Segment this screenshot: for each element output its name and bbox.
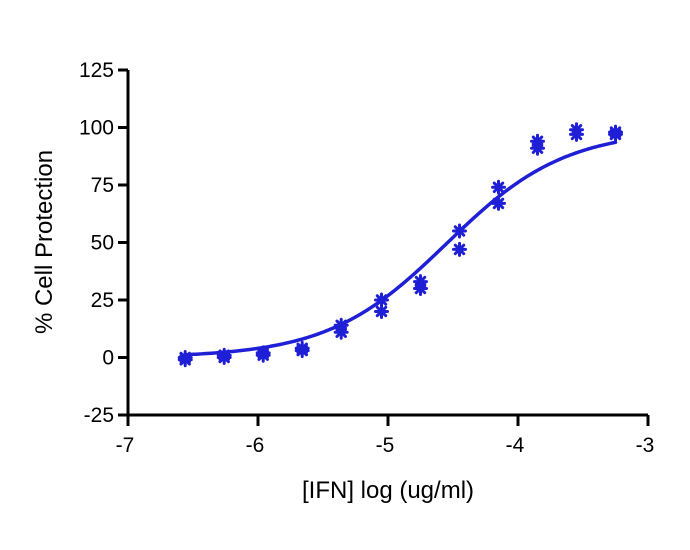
x-tick-label: -5 [376,434,395,457]
x-tick-label: -6 [246,434,265,457]
data-point [491,179,506,195]
data-point [216,347,232,363]
data-point-stroke [414,275,427,288]
data-point-stroke [375,305,388,318]
data-point [177,350,193,365]
data-point [491,195,506,211]
data-point-stroke [531,135,544,148]
y-tick-label: 75 [91,174,114,197]
data-point-stroke [453,243,466,256]
data-point [452,241,467,257]
x-tick-label: -4 [506,434,525,457]
x-axis-title: [IFN] log (ug/ml) [302,477,474,504]
data-point-stroke [375,294,388,306]
x-tick-label: -7 [116,434,135,457]
y-axis-title: % Cell Protection [31,150,58,334]
data-point [569,122,584,138]
x-tick-label: -3 [636,434,655,457]
data-point-stroke [609,126,622,138]
data-point-stroke [492,197,505,210]
data-point-stroke [296,342,308,355]
data-point [255,345,271,361]
axes: -25 0 25 50 75 100 125 -7 -6 -5 -4 -3 [79,59,654,457]
data-point [608,124,623,140]
data-point [294,340,310,356]
y-tick-label: 100 [79,117,114,140]
y-tick-label: 25 [91,289,114,312]
y-tick-label: 125 [79,59,114,82]
data-point [530,133,545,149]
fit-curve-layer [183,140,618,357]
data-point-stroke [570,124,583,136]
data-point-stroke [492,181,505,194]
data-point [374,292,389,308]
data-point-stroke [335,319,347,332]
data-point-stroke [218,349,230,361]
data-point-stroke [453,225,466,237]
fit-curve [183,140,618,357]
data-point-stroke [257,347,269,359]
data-point [333,317,349,333]
y-tick-label: -25 [84,404,114,427]
y-tick-label: 0 [102,347,114,370]
data-point [452,223,467,239]
data-point [413,274,428,290]
y-tick-label: 50 [91,232,114,255]
data-points-layer [177,122,623,368]
data-point-stroke [179,351,191,364]
